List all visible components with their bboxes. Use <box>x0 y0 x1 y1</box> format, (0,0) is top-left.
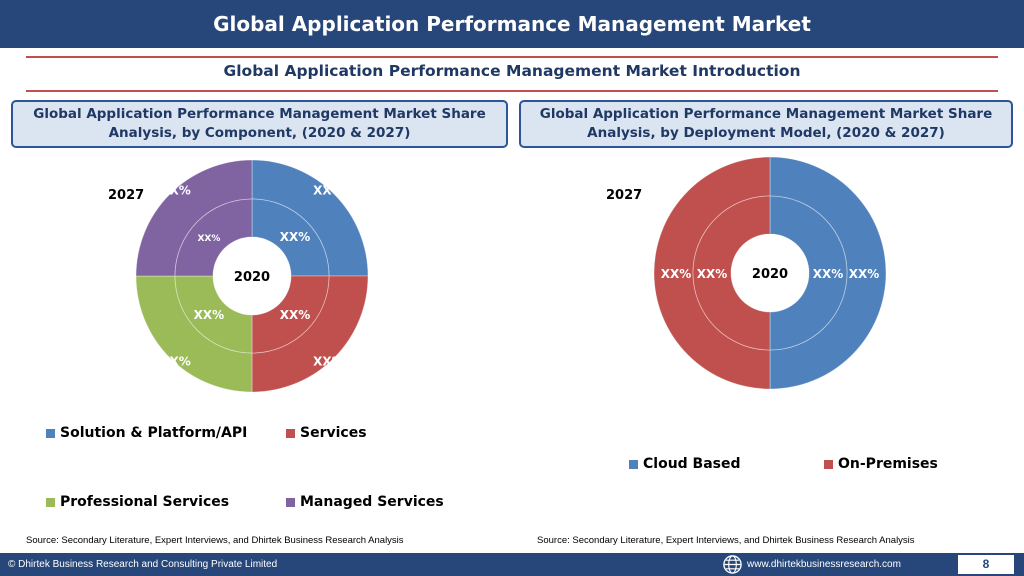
slide-title-text: Global Application Performance Managemen… <box>213 12 811 36</box>
outer-slice-label-0: XX% <box>849 267 880 281</box>
legend-swatch-blue <box>629 459 638 469</box>
legend-item-services: Services <box>286 425 367 441</box>
inner-slice-label-0: XX% <box>280 230 311 244</box>
inner-slice-label-2: XX% <box>194 308 225 322</box>
footer-bar: © Dhirtek Business Research and Consulti… <box>0 553 1024 576</box>
legend-item-professional-services: Professional Services <box>46 494 229 510</box>
doughnut-hole <box>731 234 809 312</box>
legend-item-managed-services: Managed Services <box>286 494 444 510</box>
legend-swatch-red <box>824 459 833 469</box>
globe-icon <box>723 555 742 574</box>
legend-item-cloud-based: Cloud Based <box>629 456 741 472</box>
deployment-doughnut-chart: XX% XX% XX% XX% 2020 <box>653 156 887 390</box>
legend-item-on-premises: On-Premises <box>824 456 938 472</box>
inner-year-label: 2020 <box>752 267 788 282</box>
legend-label: Managed Services <box>300 494 444 510</box>
component-chart-title-line1: Global Application Performance Managemen… <box>33 106 486 122</box>
inner-slice-label-1: XX% <box>280 308 311 322</box>
inner-slice-label-0: XX% <box>813 267 844 281</box>
deployment-source-note: Source: Secondary Literature, Expert Int… <box>537 535 915 546</box>
legend-swatch-purple <box>286 497 295 507</box>
outer-slice-label-2: XX% <box>160 354 191 368</box>
outer-slice-label-1: XX% <box>661 267 692 281</box>
legend-label: On-Premises <box>838 456 938 472</box>
page-number: 8 <box>958 555 1014 574</box>
bottom-divider <box>26 90 998 92</box>
inner-slice-label-3: XX% <box>197 234 220 244</box>
doughnut-hole <box>213 237 291 315</box>
legend-swatch-red <box>286 428 295 438</box>
legend-swatch-blue <box>46 428 55 438</box>
component-chart-title-line2: Analysis, by Component, (2020 & 2027) <box>108 125 411 141</box>
component-outer-year-label: 2027 <box>108 188 145 203</box>
inner-slice-label-1: XX% <box>697 267 728 281</box>
slide-subtitle: Global Application Performance Managemen… <box>223 62 801 80</box>
footer-copyright: © Dhirtek Business Research and Consulti… <box>8 559 278 570</box>
legend-swatch-green <box>46 497 55 507</box>
outer-slice-label-0: XX% <box>313 184 344 198</box>
outer-slice-label-3: XX% <box>160 184 191 198</box>
component-chart-header: Global Application Performance Managemen… <box>11 100 508 148</box>
deployment-chart-header: Global Application Performance Managemen… <box>519 100 1013 148</box>
legend-label: Cloud Based <box>643 456 741 472</box>
deployment-outer-year-label: 2027 <box>606 188 643 203</box>
footer-website-link[interactable]: www.dhirtekbusinessresearch.com <box>747 559 901 570</box>
deployment-chart-title-line2: Analysis, by Deployment Model, (2020 & 2… <box>587 125 945 141</box>
inner-year-label: 2020 <box>234 270 270 285</box>
top-divider <box>26 56 998 58</box>
legend-item-solution-platform: Solution & Platform/API <box>46 425 247 441</box>
legend-label: Professional Services <box>60 494 230 510</box>
slide-title: Global Application Performance Managemen… <box>0 0 1024 48</box>
deployment-chart-title-line1: Global Application Performance Managemen… <box>539 106 993 122</box>
component-source-note: Source: Secondary Literature, Expert Int… <box>26 535 404 546</box>
component-doughnut-chart: XX% XX% XX% XX% XX% XX% XX% XX% 2020 <box>135 159 369 393</box>
legend-label: Services <box>300 425 367 441</box>
outer-slice-label-1: XX% <box>313 354 344 368</box>
legend-label: Solution & Platform/API <box>60 425 248 441</box>
